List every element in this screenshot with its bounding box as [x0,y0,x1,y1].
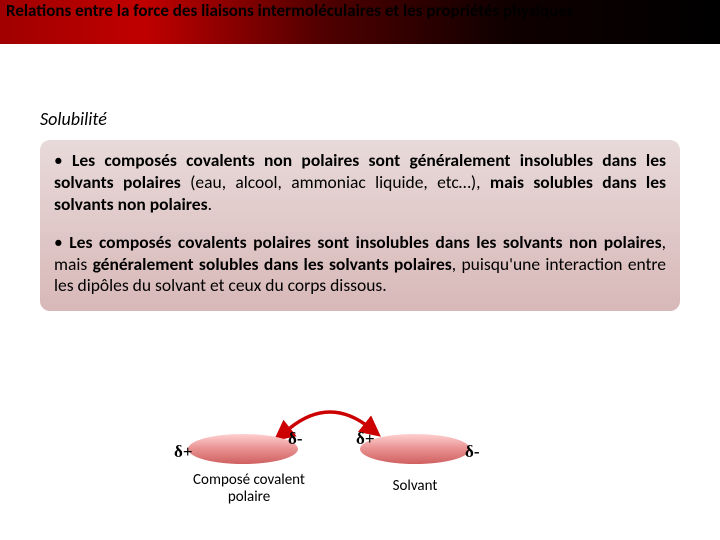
content-box: • Les composés covalents non polaires so… [40,140,680,311]
dipole-diagram: δ+ δ- δ+ δ- Composé covalent polaire Sol… [160,400,580,530]
paragraph-1: • Les composés covalents non polaires so… [54,150,666,216]
header-bar: Relations entre la force des liaisons in… [0,0,720,44]
p2-strong-2: généralement solubles dans les solvants … [93,253,452,275]
dipole-ellipse-left [188,434,298,464]
p2-strong-1: Les composés covalents polaires sont ins… [69,231,661,253]
p1-plain-2: . [208,193,212,215]
bullet: • [54,231,69,253]
bullet: • [54,149,72,171]
p1-plain-1: (eau, alcool, ammoniac liquide, etc…), [190,171,490,193]
label-compose: Composé covalent polaire [184,472,314,505]
dipole-ellipse-right [360,434,470,464]
label-solvant: Solvant [370,478,460,495]
header-title: Relations entre la force des liaisons in… [6,0,574,21]
subtitle: Solubilité [40,108,107,130]
delta-minus-left: δ- [288,429,303,449]
delta-plus-right: δ+ [356,429,375,449]
delta-minus-right: δ- [465,442,480,462]
paragraph-2: • Les composés covalents polaires sont i… [54,232,666,298]
delta-plus-left: δ+ [174,442,193,462]
